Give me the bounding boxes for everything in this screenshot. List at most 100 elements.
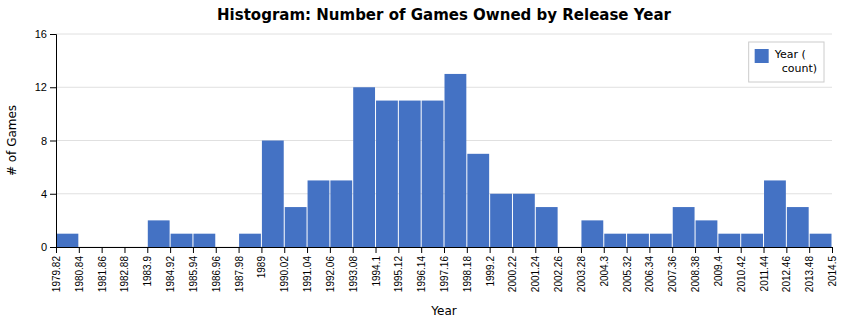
bar [627, 234, 649, 247]
tick: 16 [35, 28, 56, 40]
tick-label: 2010.42 [736, 256, 747, 293]
tick: 1981.86 [97, 247, 108, 292]
tick-mark [421, 247, 422, 253]
tick: 1989 [256, 247, 267, 278]
tick-mark [832, 247, 833, 253]
tick-label: 2013.48 [804, 256, 815, 293]
grid-line [56, 193, 832, 194]
axis-line [57, 248, 833, 254]
tick: 1990.02 [279, 247, 290, 292]
legend-label: Year ( count) [774, 48, 817, 75]
bar [673, 207, 695, 247]
bar [559, 247, 581, 248]
chart: 1979.821980.841981.861982.881983.91984.9… [0, 0, 852, 321]
tick-mark [353, 247, 354, 253]
bar [399, 101, 421, 247]
tick: 2010.42 [736, 247, 747, 292]
tick-label: 1986.96 [211, 256, 222, 293]
tick-label: 1984.92 [165, 256, 176, 293]
tick-mark [102, 247, 103, 253]
tick-mark [535, 247, 536, 253]
tick-mark [147, 247, 148, 253]
bar [604, 234, 626, 247]
bar [102, 247, 124, 248]
tick-label: 4 [41, 188, 47, 200]
bar [764, 180, 786, 247]
tick: 1991.04 [302, 247, 313, 292]
tick-mark [764, 247, 765, 253]
bar [125, 247, 147, 248]
tick: 1999.2 [485, 247, 496, 287]
tick-mark [376, 247, 377, 253]
tick-label: 8 [41, 135, 47, 147]
tick-mark [170, 247, 171, 253]
tick-label: 2003.28 [576, 256, 587, 293]
tick: 2003.28 [576, 247, 587, 292]
tick: 2006.34 [644, 247, 655, 292]
bar [57, 234, 79, 247]
tick-label: 0 [41, 241, 47, 253]
axis-line [50, 35, 57, 248]
x-axis: 1979.821980.841981.861982.881983.91984.9… [51, 247, 838, 292]
tick-label: 1993.08 [348, 256, 359, 293]
tick-mark [261, 247, 262, 253]
tick-label: 2011.44 [759, 256, 770, 292]
title: Histogram: Number of Games Owned by Rele… [217, 6, 671, 24]
bars [57, 74, 832, 247]
bar [513, 194, 535, 247]
grid-line [56, 140, 832, 141]
tick-label: 1981.86 [97, 256, 108, 293]
tick-label: 1989 [256, 256, 267, 279]
tick: 1994.1 [371, 247, 382, 287]
x-axis-title: Year [430, 304, 456, 318]
tick-label: 2008.38 [690, 256, 701, 293]
tick-label: 1997.16 [439, 256, 450, 293]
tick-label: 1983.9 [142, 256, 153, 287]
tick-mark [512, 247, 513, 253]
tick-mark [79, 247, 80, 253]
tick-label: 2001.24 [530, 256, 541, 293]
tick-mark [50, 141, 56, 142]
tick: 1985.94 [188, 247, 199, 292]
bar [353, 87, 375, 247]
tick-label: 2005.32 [622, 256, 633, 293]
tick: 1995.12 [393, 247, 404, 292]
bar [330, 180, 352, 247]
tick-label: 2006.34 [644, 256, 655, 293]
tick: 2013.48 [804, 247, 815, 292]
tick-mark [330, 247, 331, 253]
tick: 2011.44 [759, 247, 770, 291]
bar [787, 207, 809, 247]
tick-mark [50, 34, 56, 35]
tick-mark [193, 247, 194, 253]
tick-label: 2009.4 [713, 256, 724, 287]
tick-mark [718, 247, 719, 253]
tick-mark [398, 247, 399, 253]
tick-mark [672, 247, 673, 253]
tick-mark [809, 247, 810, 253]
tick: 1993.08 [348, 247, 359, 292]
tick-mark [50, 87, 56, 88]
bar [262, 141, 284, 248]
tick-label: 1980.84 [74, 256, 85, 293]
y-axis: 0481216 [35, 28, 57, 253]
tick-mark [786, 247, 787, 253]
bar [171, 234, 193, 247]
tick-mark [50, 247, 56, 248]
bar [422, 101, 444, 247]
legend-swatch [755, 49, 769, 63]
tick: 1984.92 [165, 247, 176, 292]
tick-mark [490, 247, 491, 253]
bar [741, 234, 763, 247]
tick: 1997.16 [439, 247, 450, 292]
bar [581, 220, 603, 247]
tick: 2002.26 [553, 247, 564, 292]
tick-mark [558, 247, 559, 253]
tick-mark [284, 247, 285, 253]
tick: 1987.98 [234, 247, 245, 292]
tick-mark [649, 247, 650, 253]
tick-mark [216, 247, 217, 253]
tick-label: 1987.98 [234, 256, 245, 293]
tick: 2004.3 [599, 247, 610, 287]
tick-label: 2014.5 [827, 256, 838, 287]
